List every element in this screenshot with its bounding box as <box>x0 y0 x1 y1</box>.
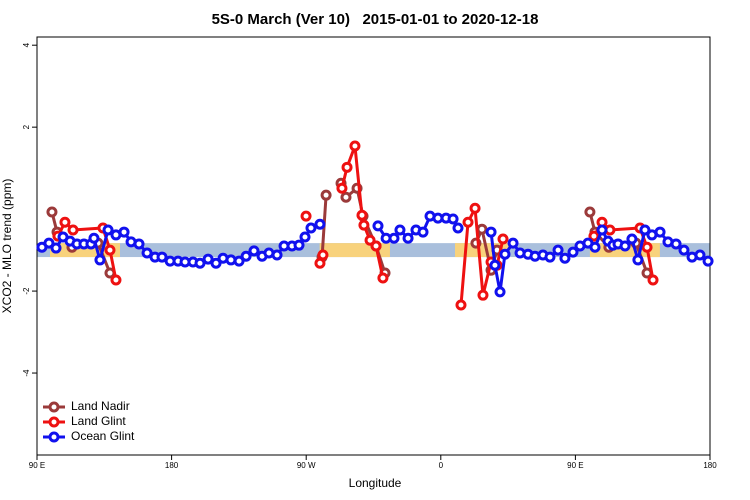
x-tick-label: 90 E <box>567 461 583 470</box>
y-tick-label: -4 <box>22 369 31 377</box>
data-point <box>485 226 497 238</box>
x-tick-label: 180 <box>165 461 179 470</box>
data-point <box>559 252 571 264</box>
data-point <box>358 219 370 231</box>
data-point <box>477 289 489 301</box>
data-point <box>584 206 596 218</box>
data-point <box>702 255 714 267</box>
legend-label: Land Nadir <box>71 399 130 413</box>
data-point <box>240 250 252 262</box>
data-point <box>455 299 467 311</box>
data-point <box>293 239 305 251</box>
data-point <box>46 206 58 218</box>
data-point <box>141 247 153 259</box>
data-point <box>356 209 368 221</box>
data-point <box>59 216 71 228</box>
data-point <box>320 189 332 201</box>
data-point <box>233 255 245 267</box>
data-point <box>372 220 384 232</box>
data-point <box>447 213 459 225</box>
data-point <box>632 254 644 266</box>
x-tick-label: 90 W <box>297 461 316 470</box>
data-point <box>67 224 79 236</box>
data-point <box>476 223 488 235</box>
data-point <box>210 257 222 269</box>
data-point <box>305 222 317 234</box>
data-point <box>494 286 506 298</box>
data-point <box>567 246 579 258</box>
data-point <box>589 241 601 253</box>
legend-label: Land Glint <box>71 414 126 428</box>
data-point <box>507 237 519 249</box>
y-tick-label: 2 <box>22 124 31 129</box>
y-axis-label: XCO2 - MLO trend (ppm) <box>0 179 14 314</box>
data-point <box>194 257 206 269</box>
data-point <box>317 249 329 261</box>
x-tick-label: 180 <box>703 461 717 470</box>
data-point <box>678 244 690 256</box>
data-point <box>647 274 659 286</box>
data-point <box>544 251 556 263</box>
x-tick-label: 0 <box>439 461 444 470</box>
data-point <box>694 249 706 261</box>
series-line <box>56 145 655 306</box>
data-point <box>202 253 214 265</box>
data-point <box>489 259 501 271</box>
data-point <box>94 254 106 266</box>
data-point <box>110 274 122 286</box>
data-point <box>370 240 382 252</box>
data-point <box>50 242 62 254</box>
data-point <box>654 226 666 238</box>
legend-marker <box>48 416 60 428</box>
data-point <box>552 244 564 256</box>
data-point <box>118 226 130 238</box>
data-point <box>299 231 311 243</box>
data-point <box>248 245 260 257</box>
y-tick-label: 4 <box>22 42 31 47</box>
data-point <box>377 272 389 284</box>
legend-label: Ocean Glint <box>71 429 135 443</box>
data-point <box>104 244 116 256</box>
data-point <box>88 232 100 244</box>
data-point <box>626 233 638 245</box>
x-axis-label: Longitude <box>349 476 402 490</box>
data-point <box>271 249 283 261</box>
data-point <box>596 224 608 236</box>
data-point <box>300 210 312 222</box>
data-point <box>102 224 114 236</box>
data-point <box>394 224 406 236</box>
legend-marker <box>48 431 60 443</box>
data-point <box>388 232 400 244</box>
data-point <box>639 224 651 236</box>
data-point <box>641 241 653 253</box>
data-point <box>340 191 352 203</box>
data-point <box>417 226 429 238</box>
chart-title: 5S-0 March (Ver 10) 2015-01-01 to 2020-1… <box>212 11 539 28</box>
data-point <box>462 216 474 228</box>
data-point <box>402 232 414 244</box>
data-point <box>336 182 348 194</box>
data-point <box>497 233 509 245</box>
data-point <box>452 222 464 234</box>
x-tick-label: 90 E <box>29 461 45 470</box>
data-point <box>499 248 511 260</box>
data-point <box>619 240 631 252</box>
data-point <box>156 251 168 263</box>
data-point <box>43 237 55 249</box>
data-point <box>314 218 326 230</box>
data-point <box>670 238 682 250</box>
legend-marker <box>48 401 60 413</box>
data-point <box>469 202 481 214</box>
data-point <box>133 238 145 250</box>
data-point <box>349 140 361 152</box>
data-point <box>341 161 353 173</box>
y-tick-label: -2 <box>22 287 31 295</box>
